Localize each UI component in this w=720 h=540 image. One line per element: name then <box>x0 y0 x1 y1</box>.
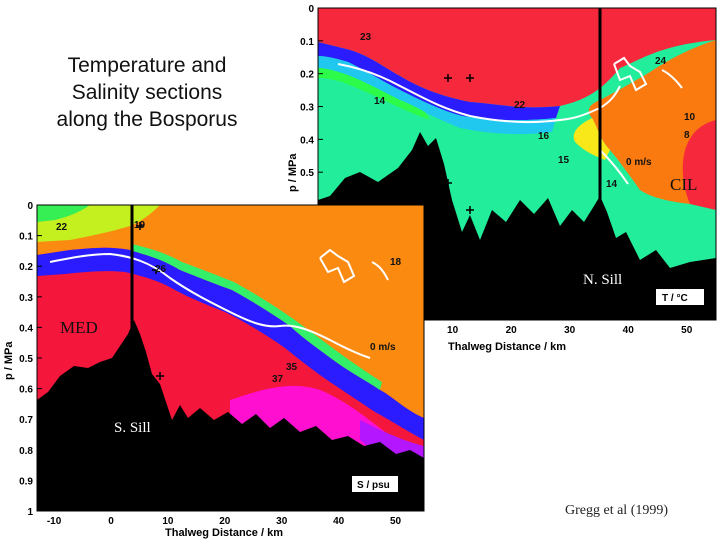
sal-y-tick-label: 0.5 <box>19 354 33 365</box>
temp-x-tick-label: 50 <box>681 325 693 336</box>
sal-fresh-surface <box>37 205 90 222</box>
temp-y-tick-label: 0.3 <box>300 103 314 114</box>
sal-y-ticks: 0 0.1 0.2 0.3 0.4 0.5 0.6 0.7 0.8 0.9 1 <box>19 201 42 518</box>
temp-warm-surface-layer <box>318 8 716 108</box>
sal-x-tick-label: 50 <box>390 516 402 527</box>
sal-contour-label: 35 <box>286 362 298 373</box>
temp-contour-label: 23 <box>360 32 372 43</box>
temp-x-axis-label: Thalweg Distance / km <box>448 341 566 353</box>
sal-x-tick-label: 30 <box>276 516 288 527</box>
temp-station-marker <box>444 74 452 82</box>
temp-contour-label: 16 <box>538 131 550 142</box>
sal-y-axis-label: p / MPa <box>3 341 15 380</box>
temp-cil-core <box>682 120 716 210</box>
citation: Gregg et al (1999) <box>565 503 669 518</box>
temp-green-band <box>318 68 430 120</box>
slide-title: Temperature and Salinity sections along … <box>56 54 238 131</box>
temp-y-tick-label: 0.4 <box>300 135 314 146</box>
temp-y-tick-label: 0.1 <box>300 37 314 48</box>
temp-velocity-line <box>661 69 683 89</box>
sal-y-tick-label: 0.7 <box>19 415 33 426</box>
temp-contour-label: 15 <box>558 155 570 166</box>
sal-x-tick-label: 0 <box>108 516 114 527</box>
temp-x-ticks: 10 20 30 40 50 <box>447 315 693 336</box>
sal-x-ticks: -10 0 10 20 30 40 50 <box>47 506 402 527</box>
sal-contour-label: 18 <box>390 257 402 268</box>
temp-contour-label: 24 <box>655 56 667 67</box>
sal-velocity-line <box>319 248 356 284</box>
sal-y-tick-label: 0.1 <box>19 232 33 243</box>
sal-x-tick-label: -10 <box>47 516 62 527</box>
temp-velocity-label: 0 m/s <box>626 157 652 168</box>
sal-x-tick-label: 10 <box>162 516 174 527</box>
sal-velocity-label: 0 m/s <box>370 342 396 353</box>
temp-contour-label: 14 <box>374 96 386 107</box>
temp-x-tick-label: 20 <box>506 325 518 336</box>
sal-y-tick-label: 0.8 <box>19 446 33 457</box>
sal-velocity-contours <box>49 248 389 359</box>
temp-unit-label: T / °C <box>662 293 688 304</box>
sal-y-tick-label: 0.3 <box>19 293 33 304</box>
temp-unit-box <box>656 289 704 305</box>
sal-y-tick-label: 1 <box>27 507 33 518</box>
temp-station-marker <box>466 206 474 214</box>
temp-x-tick-label: 10 <box>447 325 459 336</box>
sal-contour-label: 37 <box>272 374 284 385</box>
sal-y-tick-label: 0.9 <box>19 476 33 487</box>
temp-contour-labels: 23 24 14 22 10 8 16 15 14 0 m/s <box>360 32 696 190</box>
north-sill-annotation: N. Sill <box>583 272 622 288</box>
sal-y-tick-label: 0.2 <box>19 262 33 273</box>
temp-y-tick-label: 0.2 <box>300 70 314 81</box>
sal-x-tick-label: 20 <box>219 516 231 527</box>
temp-velocity-line <box>599 149 629 185</box>
sal-y-tick-label: 0 <box>27 201 33 212</box>
temp-y-axis-label: p / MPa <box>287 153 299 192</box>
temp-contour-label: 22 <box>514 100 526 111</box>
temp-contour-label: 8 <box>684 130 690 141</box>
sal-x-axis-label: Thalweg Distance / km <box>165 527 283 539</box>
temp-station-marker <box>466 74 474 82</box>
sal-contour-label: 26 <box>155 264 167 275</box>
sal-station-marker <box>136 222 144 230</box>
temp-y-tick-label: 0 <box>308 4 314 15</box>
sal-velocity-line <box>49 252 371 359</box>
sal-station-marker <box>156 372 164 380</box>
sal-green-band <box>130 244 382 390</box>
sal-interface-band <box>37 247 424 440</box>
temp-y-ticks: 0 0.1 0.2 0.3 0.4 0.5 <box>300 4 323 179</box>
sal-unit-box <box>352 476 398 492</box>
south-sill-annotation: S. Sill <box>114 420 151 436</box>
temp-contour-label: 10 <box>684 112 696 123</box>
temp-x-tick-label: 40 <box>623 325 635 336</box>
sal-station-markers <box>136 222 164 380</box>
sal-velocity-line <box>371 261 389 281</box>
temp-velocity-line <box>613 56 648 92</box>
cil-annotation: CIL <box>670 175 697 194</box>
sal-upper-orange-layer <box>37 205 424 418</box>
sal-bathymetry <box>37 320 424 511</box>
sal-contour-label: 22 <box>56 222 68 233</box>
temp-x-tick-label: 30 <box>564 325 576 336</box>
temp-contour-label: 14 <box>606 179 618 190</box>
sal-y-tick-label: 0.4 <box>19 323 33 334</box>
sal-y-tick-label: 0.6 <box>19 385 33 396</box>
med-annotation: MED <box>60 318 98 337</box>
temp-y-tick-label: 0.5 <box>300 168 314 179</box>
sal-unit-label: S / psu <box>357 480 390 491</box>
sal-contour-label: 19 <box>134 220 146 231</box>
sal-x-tick-label: 40 <box>333 516 345 527</box>
